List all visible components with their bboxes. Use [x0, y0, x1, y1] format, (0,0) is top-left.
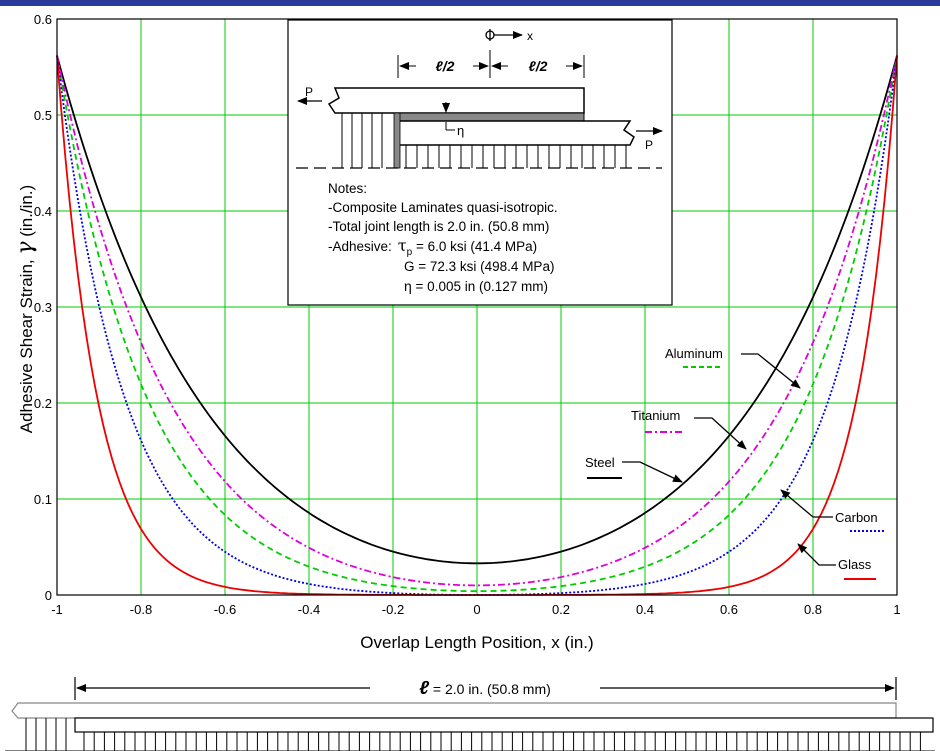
note-2: -Total joint length is 2.0 in. (50.8 mm): [328, 219, 549, 234]
half-length-right: ℓ/2: [529, 58, 548, 74]
legend-glass-label: Glass: [838, 557, 872, 572]
series-aluminum: [56, 55, 898, 593]
load-right-label: P: [645, 138, 653, 152]
legend-steel-label: Steel: [585, 455, 615, 470]
x-tick-label: 0: [473, 602, 480, 617]
x-tick-label: -1: [51, 602, 63, 617]
legend-carbon: Carbon: [780, 489, 886, 532]
bottom-springs: [25, 718, 921, 751]
upper-adherend: [327, 87, 585, 114]
tau-subscript: p: [407, 247, 413, 258]
x-axis-label: Overlap Length Position, x (in.): [360, 633, 593, 652]
titanium-leader: [694, 417, 747, 450]
bottom-joint-diagram: ℓ = 2.0 in. (50.8 mm): [5, 677, 935, 751]
gamma-symbol: γ: [13, 241, 38, 255]
legend-aluminum: Aluminum: [665, 346, 801, 389]
inset-springs: [341, 113, 627, 168]
series-steel: [56, 55, 898, 565]
x-tick-label: 0.6: [720, 602, 738, 617]
glass-leader: [797, 543, 836, 566]
load-left-label: P: [305, 85, 313, 99]
note-3: -Adhesive: τp = 6.0 ksi (41.4 MPa): [328, 236, 537, 258]
inset-x-label: x: [527, 29, 533, 43]
series-titanium: [56, 55, 898, 587]
x-tick-label: 0.8: [804, 602, 822, 617]
x-tick-label: -0.8: [130, 602, 152, 617]
thickness-label: η: [457, 123, 464, 138]
y-tick-label: 0.5: [34, 108, 52, 123]
carbon-leader: [780, 489, 833, 518]
aluminum-leader: [741, 353, 801, 389]
x-tick-label: -0.2: [382, 602, 404, 617]
y-axis-unit: (in./in.): [17, 185, 36, 237]
y-tick-label: 0.6: [34, 12, 52, 27]
half-length-left: ℓ/2: [436, 58, 455, 74]
joint-length-label: ℓ = 2.0 in. (50.8 mm): [419, 678, 551, 699]
note-5: η = 0.005 in (0.127 mm): [404, 278, 548, 294]
steel-leader: [622, 461, 683, 483]
notes-title: Notes:: [328, 181, 367, 196]
x-tick-label: 0.4: [636, 602, 654, 617]
note-1: -Composite Laminates quasi-isotropic.: [328, 200, 558, 215]
x-tick-label: -0.6: [214, 602, 236, 617]
series-carbon: [56, 55, 898, 596]
adhesive-layer: [397, 112, 585, 122]
y-tick-label: 0.2: [34, 396, 52, 411]
legend-steel: Steel: [585, 455, 683, 483]
lower-adherend: [397, 120, 635, 146]
adhesive-fillet: [393, 112, 401, 169]
y-tick-label: 0: [45, 588, 52, 603]
plot-frame: [56, 18, 898, 596]
tick-labels: -1 -0.8 -0.6 -0.4 -0.2 0 0.2 0.4 0.6 0.8 1 0 0.1 0.2 0…: [34, 12, 901, 617]
legend-glass: Glass: [797, 543, 876, 580]
y-tick-label: 0.3: [34, 300, 52, 315]
joint-inset: x ℓ/2 ℓ/2 η P P Notes: -Composite Lam: [287, 19, 673, 306]
svg-text:Adhesive Shear Strain, γ: Adhesive Shear Strain, γ (in./in.): [13, 185, 38, 433]
legend-carbon-label: Carbon: [835, 510, 878, 525]
legend-aluminum-label: Aluminum: [665, 346, 723, 361]
note-4: G = 72.3 ksi (498.4 MPa): [404, 259, 554, 274]
x-tick-label: -0.4: [298, 602, 320, 617]
y-tick-label: 0.1: [34, 492, 52, 507]
bottom-lower-adherend: [74, 717, 934, 733]
length-symbol: ℓ: [419, 678, 429, 699]
length-value: = 2.0 in. (50.8 mm): [429, 681, 551, 697]
tau-symbol: τ: [398, 236, 407, 255]
bottom-upper-adherend: [11, 702, 897, 719]
legend-titanium-label: Titanium: [631, 408, 680, 423]
x-tick-label: 0.2: [552, 602, 570, 617]
eta-symbol: η: [404, 278, 412, 294]
note-3-value: = 6.0 ksi (41.4 MPa): [412, 239, 537, 254]
x-tick-label: 1: [893, 602, 900, 617]
legend-titanium: Titanium: [631, 408, 747, 450]
note-3-prefix: -Adhesive:: [328, 239, 392, 254]
y-tick-label: 0.4: [34, 204, 52, 219]
y-axis-label-text: Adhesive Shear Strain,: [17, 259, 36, 433]
note-5-value: = 0.005 in (0.127 mm): [412, 279, 548, 294]
y-axis-label: Adhesive Shear Strain, γ (in./in.): [13, 185, 38, 433]
title-bar-strip: [0, 0, 940, 6]
